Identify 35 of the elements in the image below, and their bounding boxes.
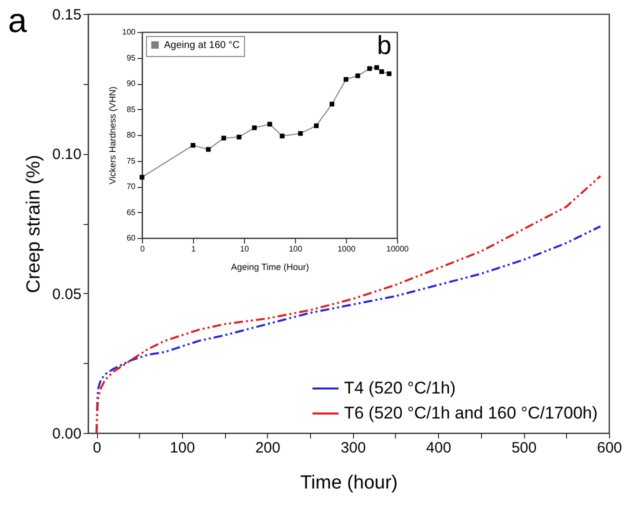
x-tick-label: 1000 (338, 244, 356, 254)
y-axis-title: Vickers Hardness (VHN) (107, 86, 118, 184)
legend-label: Ageing at 160 °C (164, 40, 240, 51)
x-tick-label: 600 (596, 440, 622, 456)
y-tick-label: 0.05 (52, 286, 82, 303)
x-tick-label: 100 (288, 244, 303, 254)
y-tick-label: 0.15 (52, 6, 82, 24)
x-tick-label: 100 (170, 440, 195, 456)
y-tick-label: 80 (126, 130, 136, 140)
y-tick-label: 60 (126, 234, 136, 242)
y-tick-label: 95 (126, 53, 136, 62)
x-tick-label: 10 (240, 244, 250, 254)
y-tick-label: 0.10 (52, 146, 82, 164)
y-tick-label: 70 (126, 182, 136, 191)
x-axis-title: Ageing Time (Hour) (230, 262, 310, 272)
y-tick-label: 65 (126, 208, 136, 217)
y-tick-label: 75 (126, 156, 136, 166)
x-tick-label: 300 (340, 440, 366, 456)
legend-label: T6 (520 °C/1h and 160 °C/1700h) (344, 404, 598, 422)
annotation: b (377, 30, 392, 60)
y-axis-title: Creep strain (%) (23, 154, 44, 294)
y-tick-label: 90 (126, 79, 136, 88)
legend-label: T4 (520 °C/1h) (344, 378, 456, 398)
x-tick-label: 0 (140, 244, 146, 254)
x-tick-label: 0 (92, 440, 102, 456)
x-tick-label: 1 (191, 244, 196, 254)
x-tick-label: 200 (255, 440, 280, 456)
y-tick-label: 85 (126, 104, 136, 114)
x-tick-label: 500 (512, 440, 537, 456)
text: a (8, 2, 27, 40)
x-tick-label: 10000 (386, 244, 410, 254)
y-tick-label: 100 (122, 28, 136, 36)
x-tick-label: 400 (426, 440, 452, 456)
x-axis-title: Time (hour) (300, 472, 398, 494)
y-tick-label: 0.00 (52, 426, 82, 442)
